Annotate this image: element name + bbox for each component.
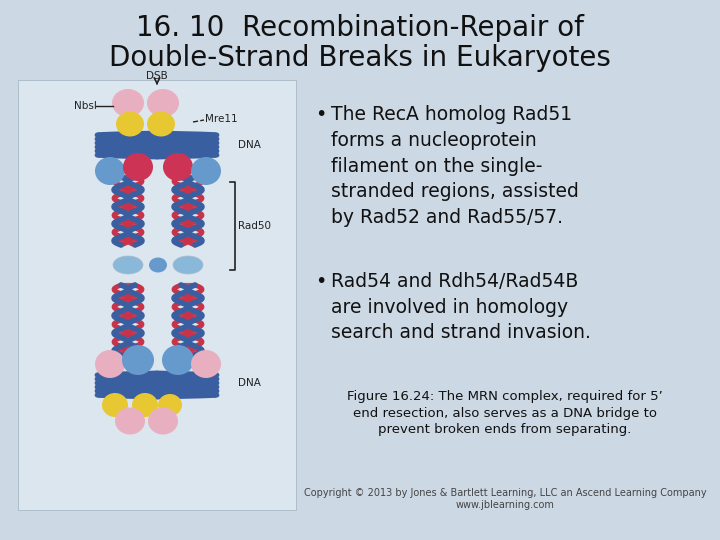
Ellipse shape (149, 258, 167, 273)
Ellipse shape (115, 408, 145, 435)
Text: DNA: DNA (238, 378, 261, 388)
Text: Rad54 and Rdh54/Rad54B
are involved in homology
search and strand invasion.: Rad54 and Rdh54/Rad54B are involved in h… (331, 272, 591, 342)
Text: Figure 16.24: The MRN complex, required for 5’
end resection, also serves as a D: Figure 16.24: The MRN complex, required … (347, 390, 663, 436)
Text: Double-Strand Breaks in Eukaryotes: Double-Strand Breaks in Eukaryotes (109, 44, 611, 72)
Text: The RecA homolog Rad51
forms a nucleoprotein
filament on the single-
stranded re: The RecA homolog Rad51 forms a nucleopro… (331, 105, 579, 227)
Ellipse shape (173, 256, 203, 274)
Ellipse shape (95, 350, 125, 378)
Ellipse shape (162, 345, 194, 375)
FancyBboxPatch shape (18, 80, 296, 510)
Ellipse shape (147, 111, 175, 137)
Ellipse shape (123, 153, 153, 181)
Ellipse shape (163, 153, 193, 181)
Text: DSB: DSB (146, 71, 168, 81)
Text: Mre11: Mre11 (205, 114, 238, 124)
Ellipse shape (116, 111, 144, 137)
Ellipse shape (148, 408, 178, 435)
Ellipse shape (158, 394, 182, 416)
Text: NbsI: NbsI (74, 101, 97, 111)
Ellipse shape (147, 89, 179, 117)
Ellipse shape (122, 345, 154, 375)
Ellipse shape (95, 157, 125, 185)
Ellipse shape (112, 89, 144, 117)
Text: DNA: DNA (238, 140, 261, 150)
Text: 16. 10  Recombination-Repair of: 16. 10 Recombination-Repair of (136, 14, 584, 42)
Ellipse shape (132, 393, 158, 417)
Ellipse shape (113, 256, 143, 274)
Text: •: • (315, 272, 326, 291)
Text: •: • (315, 105, 326, 124)
Ellipse shape (191, 350, 221, 378)
Text: Copyright © 2013 by Jones & Bartlett Learning, LLC an Ascend Learning Company
ww: Copyright © 2013 by Jones & Bartlett Lea… (304, 488, 706, 510)
Ellipse shape (191, 157, 221, 185)
Text: Rad50: Rad50 (238, 221, 271, 231)
Ellipse shape (102, 393, 128, 417)
